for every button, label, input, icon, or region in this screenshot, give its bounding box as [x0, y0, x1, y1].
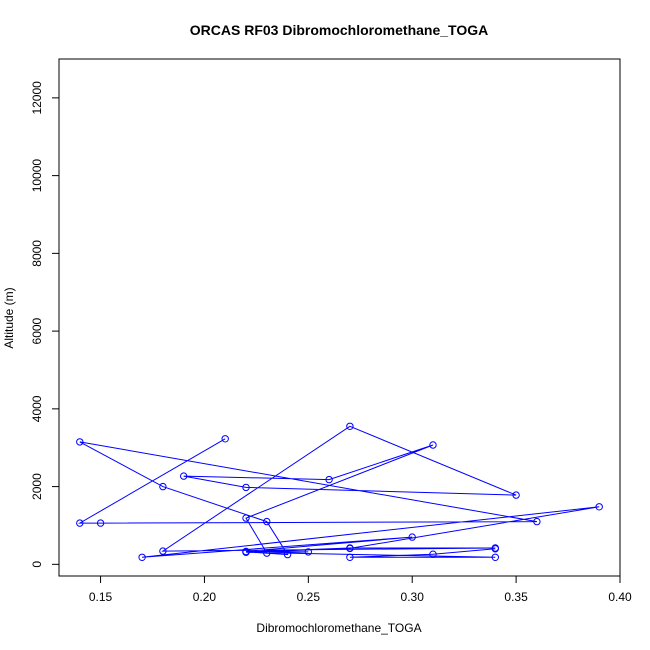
y-tick-label: 10000 [30, 159, 44, 193]
y-axis-label: Altitude (m) [2, 287, 16, 348]
x-axis: 0.15 0.20 0.25 0.30 0.35 0.40 [89, 575, 632, 604]
plot-frame [58, 58, 621, 577]
data-point [76, 438, 84, 446]
data-point [512, 491, 520, 499]
data-point [242, 483, 250, 492]
y-axis: 0 2000 4000 6000 8000 10000 12000 [30, 81, 60, 568]
data-point [242, 514, 250, 522]
x-axis-label: Dibromochloromethane_TOGA [256, 621, 421, 635]
data-point [138, 553, 146, 561]
data-point [491, 545, 499, 553]
data-point [263, 549, 271, 557]
x-tick-label: 0.30 [401, 590, 425, 604]
data-point [76, 519, 84, 527]
series-line [77, 425, 600, 558]
data-point [263, 517, 271, 526]
data-point [346, 544, 354, 553]
x-tick-label: 0.40 [608, 590, 632, 604]
x-tick-label: 0.35 [504, 590, 528, 604]
data-point [491, 553, 499, 561]
x-tick-label: 0.20 [193, 590, 217, 604]
data-point [159, 482, 167, 491]
data-point [429, 441, 437, 449]
x-tick-label: 0.15 [89, 590, 113, 604]
data-point [346, 553, 354, 561]
data-point [304, 548, 312, 556]
data-point [346, 422, 354, 430]
y-tick-label: 6000 [30, 317, 44, 344]
y-tick-label: 4000 [30, 395, 44, 422]
data-point [429, 550, 437, 558]
y-tick-label: 0 [30, 561, 44, 568]
data-point [221, 435, 229, 443]
x-tick-label: 0.25 [297, 590, 321, 604]
data-point [408, 533, 416, 541]
data-point [325, 475, 333, 484]
y-tick-label: 8000 [30, 240, 44, 267]
data-point [533, 517, 541, 526]
data-point [242, 548, 250, 556]
data-point [96, 519, 105, 527]
series-layer [76, 422, 603, 561]
y-tick-label: 12000 [30, 81, 44, 115]
data-point [595, 503, 603, 511]
data-point [180, 472, 188, 480]
chart-title: ORCAS RF03 Dibromochloromethane_TOGA [190, 22, 488, 38]
data-point [283, 550, 292, 559]
data-point [159, 547, 167, 555]
y-tick-label: 2000 [30, 473, 44, 500]
